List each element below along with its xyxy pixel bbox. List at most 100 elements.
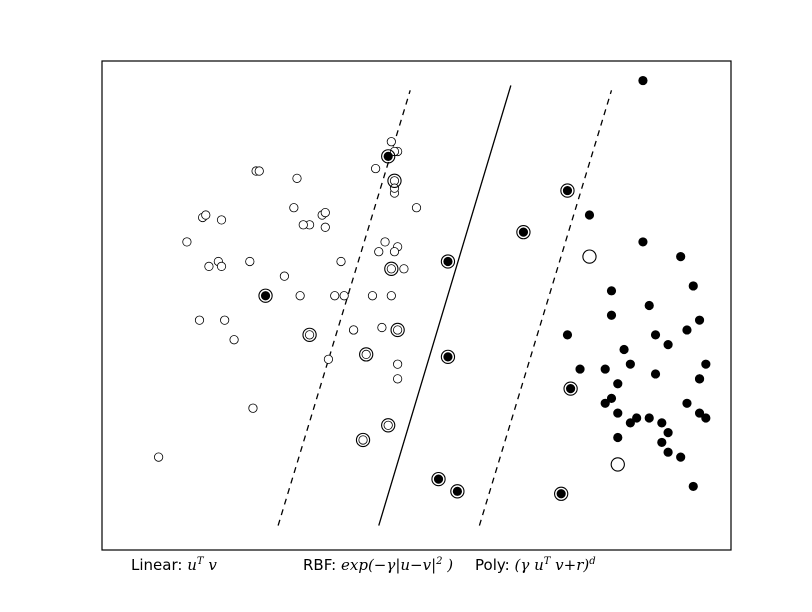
class-b-point — [556, 489, 566, 499]
caption-poly: Poly: (γ uT v+r)d — [475, 556, 596, 580]
class-a-point — [201, 210, 211, 220]
class-b-point — [600, 364, 610, 374]
class-a-point — [336, 256, 346, 267]
class-a-point — [367, 291, 378, 301]
class-a-point — [389, 247, 400, 257]
class-a-point — [229, 335, 239, 345]
class-b-point — [676, 452, 686, 462]
class-a-point — [393, 374, 403, 384]
class-b-point — [682, 398, 692, 408]
caption-rbf-label: RBF: — [303, 556, 337, 574]
class-a-point — [204, 261, 214, 271]
support-vector-ring — [450, 484, 465, 499]
class-a-point — [386, 137, 396, 147]
class-b-point — [694, 315, 705, 325]
margin-line — [478, 90, 613, 526]
class-b-point — [260, 291, 271, 301]
class-b-point — [657, 418, 667, 428]
caption-rbf: RBF: exp(−γ|u−v|2 ) — [303, 556, 453, 580]
class-a-point — [380, 237, 390, 247]
class-b-point — [443, 352, 453, 362]
class-b-point — [644, 413, 654, 423]
support-vector-ring — [258, 288, 273, 303]
class-a-point — [339, 291, 349, 301]
class-a-point — [289, 203, 299, 213]
class-a-point — [389, 183, 400, 193]
support-vector-ring — [516, 224, 531, 240]
class-a-point — [220, 315, 230, 325]
class-a-point — [386, 291, 396, 301]
class-b-point — [701, 359, 711, 369]
support-vector-ring — [563, 381, 578, 396]
class-b-point — [613, 379, 623, 389]
class-a-point — [182, 237, 192, 247]
support-vector-ring — [390, 322, 405, 338]
class-b-point — [663, 428, 673, 438]
class-a-point — [393, 359, 403, 369]
support-vector-ring — [359, 347, 374, 362]
class-b-point — [619, 344, 629, 355]
class-b-point — [575, 364, 585, 374]
class-b-point — [606, 393, 617, 404]
class-b-point — [606, 286, 617, 296]
class-b-point — [613, 432, 623, 443]
class-a-point — [320, 207, 330, 218]
class-b-point — [638, 75, 648, 86]
class-a-point — [358, 435, 368, 445]
class-a-point — [216, 261, 227, 271]
support-vector-ring — [381, 149, 396, 164]
support-vector-ring — [560, 183, 575, 198]
class-a-point — [386, 264, 396, 274]
class-b-point — [562, 185, 573, 196]
class-b-point — [452, 486, 462, 496]
class-a-point — [371, 163, 381, 174]
support-vector-ring — [582, 249, 597, 264]
class-b-point — [613, 408, 623, 418]
class-a-point — [374, 247, 384, 257]
class-a-point — [383, 420, 393, 430]
class-b-point — [644, 300, 654, 311]
class-b-point — [632, 413, 642, 423]
support-vector-ring — [302, 327, 317, 342]
class-b-point — [657, 437, 667, 448]
support-vector-ring — [431, 471, 446, 487]
class-b-point — [682, 325, 692, 335]
class-a-point — [279, 271, 290, 281]
class-b-point — [383, 151, 393, 161]
support-vector-ring — [440, 254, 456, 269]
class-b-point — [584, 210, 595, 220]
class-b-point — [694, 374, 705, 384]
class-a-point — [330, 291, 340, 301]
support-vector-ring — [610, 457, 625, 472]
class-b-point — [625, 359, 635, 369]
class-a-point — [254, 166, 264, 176]
class-b-point — [663, 340, 673, 350]
caption-poly-label: Poly: — [475, 556, 510, 574]
caption-linear: Linear: uT v — [131, 556, 217, 580]
class-b-point — [433, 474, 444, 484]
class-a-point — [411, 203, 422, 213]
class-b-point — [600, 398, 610, 408]
class-b-point — [518, 227, 529, 237]
class-a-point — [320, 222, 330, 232]
class-b-point — [688, 481, 698, 492]
decision-boundary-line — [378, 85, 512, 526]
class-b-point — [625, 418, 635, 428]
class-a-point — [154, 452, 164, 462]
class-a-point — [361, 349, 371, 359]
support-vector-ring — [355, 432, 371, 448]
class-b-point — [701, 413, 711, 423]
class-a-point — [304, 330, 315, 340]
caption-poly-formula: (γ uT v+r)d — [514, 556, 596, 574]
support-vector-ring — [381, 418, 396, 433]
support-vector-ring — [440, 349, 456, 364]
class-a-point — [216, 215, 227, 225]
class-b-point — [562, 330, 573, 340]
support-vector-ring — [554, 486, 569, 501]
class-a-point — [323, 354, 334, 364]
class-b-point — [694, 408, 705, 418]
class-a-point — [399, 264, 409, 274]
class-b-point — [638, 237, 648, 247]
support-vector-ring — [387, 173, 402, 188]
